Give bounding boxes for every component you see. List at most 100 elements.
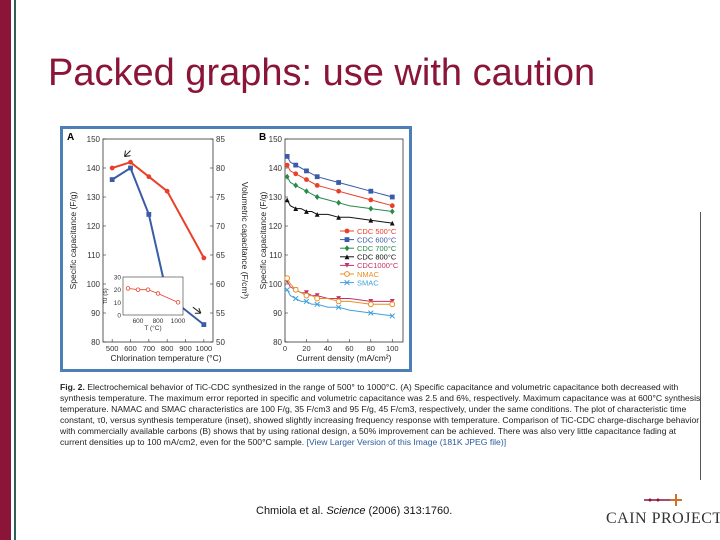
panel-b-data-point xyxy=(336,199,342,206)
panel-b-data-point xyxy=(389,203,395,209)
panel-b-legend-marker xyxy=(344,263,350,268)
panel-a-ytick-right-label: 85 xyxy=(216,135,225,144)
panel-b-data-point xyxy=(314,212,320,217)
panel-a-frame xyxy=(102,138,214,343)
panel-b-data-point xyxy=(304,188,309,195)
panel-b-data-point xyxy=(284,154,290,159)
panel-b-xtick-label: 40 xyxy=(324,344,332,353)
panel-b-legend-marker xyxy=(344,237,350,242)
panel-a-ytick-label: 100 xyxy=(87,280,101,289)
logo-mark-icon xyxy=(644,494,682,506)
panel-a-data-point xyxy=(128,165,133,171)
panel-a-arrow-left xyxy=(124,150,131,158)
inset-ylabel: τ0 (s) xyxy=(102,288,109,304)
panel-b-data-point xyxy=(284,197,290,203)
inset-ytick-label: 0 xyxy=(117,313,121,320)
panel-b-series-line xyxy=(286,164,393,207)
panel-b-data-point xyxy=(368,197,374,203)
panel-b-ytick-label: 130 xyxy=(269,193,283,202)
panel-b-ytick-label: 80 xyxy=(273,338,282,347)
figure-image: A B 80 90 100 110 120 130 140 150 50 55 60 65 70 75 80 85… xyxy=(60,126,412,372)
panel-b-data-point xyxy=(304,168,309,174)
panel-b-xtick-label: 0 xyxy=(283,344,287,353)
inset-xtick-label: 1000 xyxy=(171,318,186,325)
panel-b-data-point xyxy=(389,313,396,319)
panel-b-legend-marker xyxy=(344,245,350,252)
panel-b-xlabel: Current density (mA/cm²) xyxy=(297,353,392,363)
panel-b-ytick-label: 100 xyxy=(269,280,283,289)
panel-a-arrow-right xyxy=(192,306,202,314)
citation-details: (2006) 313:1760. xyxy=(365,505,453,517)
panel-b-data-point xyxy=(314,301,320,308)
panel-b-data-point xyxy=(292,295,299,302)
panel-b-legend-label: CDC 800°C xyxy=(357,253,397,262)
panel-b-data-point xyxy=(303,298,310,305)
panel-b-data-point xyxy=(284,173,290,180)
panel-b-legend-label: SMAC xyxy=(357,278,379,287)
panel-b-data-point xyxy=(304,177,309,182)
panel-b-frame xyxy=(284,138,404,343)
slide-accent-bar xyxy=(0,0,11,540)
panel-a-ytick-label: 150 xyxy=(87,135,101,144)
panel-b-data-point xyxy=(293,206,299,211)
slide-title: Packed graphs: use with caution xyxy=(48,52,596,94)
panel-b-data-point xyxy=(368,310,374,316)
panel-b-legend-label: NMAC xyxy=(357,270,380,279)
panel-a-ytick-right-label: 70 xyxy=(216,222,225,231)
panel-b-data-point xyxy=(368,205,374,212)
inset-ytick-label: 30 xyxy=(114,275,122,282)
panel-b-data-point xyxy=(336,180,342,185)
panel-b-data-point xyxy=(389,220,395,226)
panel-b-data-point xyxy=(314,295,321,302)
inset-ytick-label: 20 xyxy=(114,287,122,294)
panel-b-data-point xyxy=(335,304,342,310)
panel-b-data-point xyxy=(284,287,290,293)
panel-b-data-point xyxy=(303,292,310,299)
panel-b-data-point xyxy=(284,275,291,282)
panel-b-data-point xyxy=(336,188,342,194)
panel-b-legend-marker xyxy=(344,279,350,286)
panel-b-legend-label: CDC1000°C xyxy=(357,261,399,270)
panel-b-legend-marker xyxy=(344,228,350,234)
panel-a-ytick-label: 110 xyxy=(87,251,100,260)
panel-b-legend-label: CDC 600°C xyxy=(357,235,397,244)
cain-project-logo: CAIN PROJECT xyxy=(606,492,720,532)
panel-a-data-point xyxy=(146,212,152,217)
panel-a-ytick-right-label: 60 xyxy=(216,280,225,289)
panel-a-xtick-label: 1000 xyxy=(195,344,212,353)
panel-b-data-point xyxy=(336,214,342,220)
panel-b-data-point xyxy=(314,174,320,180)
panel-a-data-point xyxy=(146,174,152,180)
panel-a-label: A xyxy=(67,132,74,143)
panel-b-data-point xyxy=(293,182,299,189)
panel-b-data-point xyxy=(368,188,374,194)
panel-b-ytick-label: 140 xyxy=(269,164,283,173)
panel-b-data-point xyxy=(368,217,374,223)
panel-b-xtick-label: 60 xyxy=(345,344,353,353)
panel-b-data-point xyxy=(368,299,374,304)
right-divider xyxy=(700,212,701,480)
panel-b-legend-marker xyxy=(344,254,350,260)
panel-a-ytick-label: 90 xyxy=(91,309,100,318)
panel-a-data-point xyxy=(201,255,207,261)
panel-b-ytick-label: 150 xyxy=(269,135,283,144)
inset-xlabel: T (°C) xyxy=(144,324,161,332)
caption-text: Electrochemical behavior of TiC-CDC synt… xyxy=(60,382,701,447)
panel-b-data-point xyxy=(335,298,342,305)
inset-xtick-label: 800 xyxy=(153,318,164,325)
panel-b-legend-marker xyxy=(344,271,350,277)
inset-xtick-label: 600 xyxy=(133,318,144,325)
inset-frame xyxy=(122,276,184,316)
view-larger-link[interactable]: [View Larger Version of this Image (181K… xyxy=(306,437,507,447)
panel-b-xtick-label: 80 xyxy=(367,344,375,353)
panel-b-legend-label: CDC 500°C xyxy=(357,227,397,236)
panel-a-data-point xyxy=(201,322,207,327)
panel-a-ylabel-right: Volumetric capacitance (F/cm³) xyxy=(240,182,250,299)
panel-b-data-point xyxy=(304,290,309,296)
panel-a-ytick-right-label: 50 xyxy=(216,338,225,347)
panel-b-ylabel: Specific capacitance (F/g) xyxy=(258,191,268,289)
panel-b-data-point xyxy=(389,208,395,215)
panel-a-xtick-label: 700 xyxy=(143,344,156,353)
panel-b-data-point xyxy=(389,194,395,200)
panel-b-xtick-label: 20 xyxy=(302,344,310,353)
